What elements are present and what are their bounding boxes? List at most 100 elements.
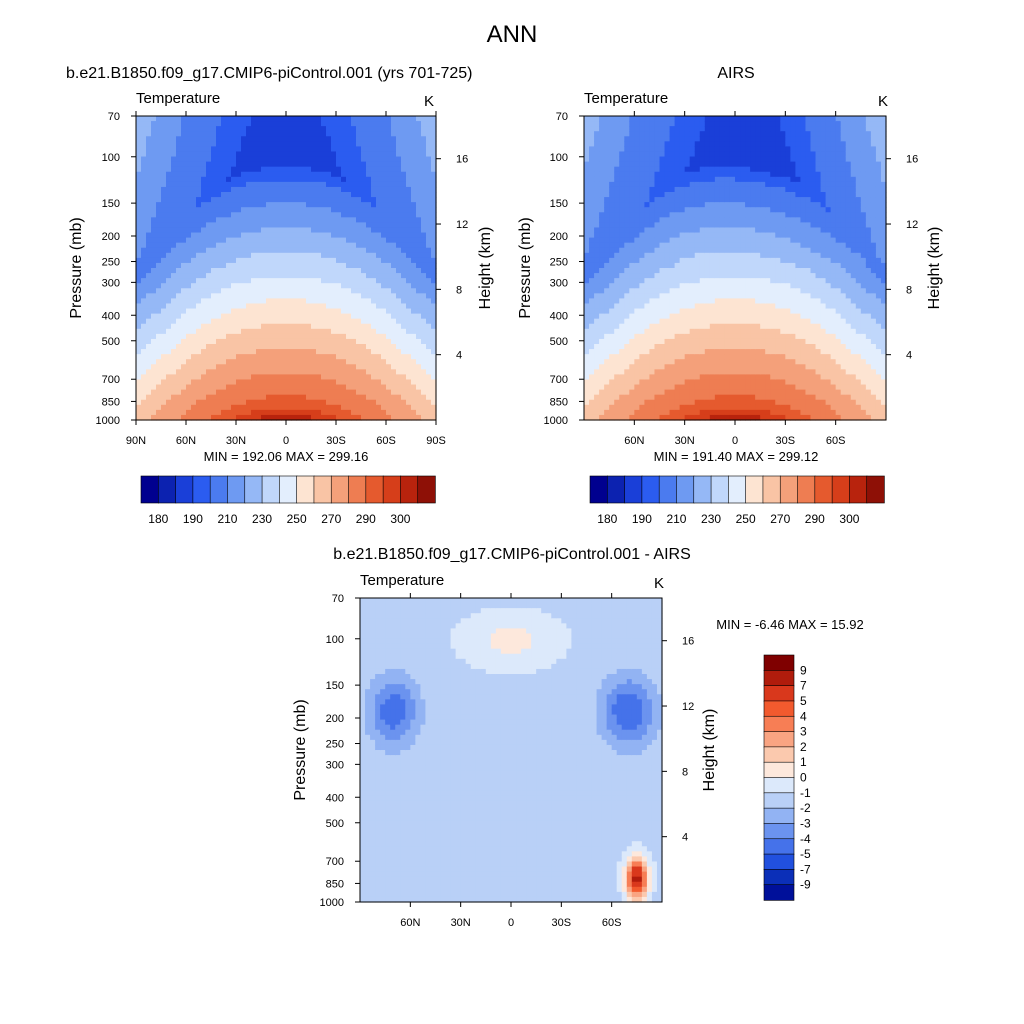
contour-cell: [256, 181, 262, 188]
contour-cell: [609, 121, 615, 127]
contour-cell: [236, 181, 242, 188]
colorbar-label: 180: [148, 512, 168, 526]
contour-cell: [679, 283, 686, 289]
contour-cell: [261, 354, 267, 360]
contour-cell: [604, 328, 610, 335]
contour-cell: [256, 252, 262, 259]
contour-cell: [689, 166, 696, 173]
contour-cell: [326, 374, 332, 381]
contour-cell: [191, 116, 197, 122]
contour-cell: [216, 237, 222, 244]
contour-cell: [431, 374, 437, 381]
contour-cell: [674, 121, 681, 127]
contour-cell: [281, 141, 287, 147]
contour-cell: [301, 379, 307, 386]
contour-cell: [286, 293, 292, 299]
contour-cell: [346, 217, 352, 223]
contour-cell: [176, 212, 182, 218]
contour-cell: [371, 379, 377, 386]
contour-cell: [226, 328, 232, 335]
contour-cell: [151, 207, 157, 213]
contour-cell: [639, 389, 645, 396]
contour-cell: [311, 136, 317, 142]
contour-cell: [151, 262, 157, 269]
contour-cell: [176, 262, 182, 269]
contour-cell: [241, 303, 247, 310]
contour-cell: [331, 197, 337, 203]
contour-cell: [276, 126, 282, 132]
contour-cell: [231, 242, 237, 249]
contour-cell: [624, 222, 630, 229]
contour-cell: [141, 151, 147, 158]
contour-cell: [411, 409, 417, 416]
contour-cell: [226, 293, 232, 299]
contour-cell: [689, 146, 696, 153]
contour-cell: [396, 121, 402, 127]
contour-cell: [256, 338, 262, 345]
contour-cell: [161, 126, 167, 132]
contour-cell: [171, 222, 177, 229]
contour-cell: [629, 202, 635, 208]
contour-cell: [206, 318, 212, 325]
contour-cell: [276, 369, 282, 375]
contour-cell: [361, 171, 367, 178]
contour-cell: [386, 384, 392, 391]
contour-cell: [366, 354, 372, 360]
contour-cell: [256, 394, 262, 401]
contour-cell: [679, 278, 686, 284]
contour-cell: [431, 298, 437, 305]
contour-cell: [311, 181, 317, 188]
contour-cell: [366, 364, 372, 370]
contour-cell: [341, 394, 347, 401]
contour-cell: [311, 121, 317, 127]
contour-cell: [629, 176, 635, 183]
contour-cell: [674, 384, 681, 391]
contour-cell: [669, 349, 676, 355]
contour-cell: [286, 359, 292, 365]
contour-cell: [584, 202, 590, 208]
contour-cell: [286, 237, 292, 244]
contour-cell: [401, 161, 407, 168]
contour-cell: [281, 247, 287, 254]
contour-cell: [186, 288, 192, 294]
contour-cell: [241, 379, 247, 386]
contour-cell: [396, 333, 402, 340]
contour-cell: [684, 359, 691, 365]
contour-cell: [669, 379, 676, 386]
contour-cell: [316, 136, 322, 142]
contour-cell: [156, 283, 162, 289]
contour-cell: [594, 333, 600, 340]
contour-cell: [311, 338, 317, 345]
contour-cell: [401, 181, 407, 188]
contour-cell: [604, 283, 610, 289]
contour-cell: [649, 146, 656, 153]
contour-cell: [386, 404, 392, 411]
contour-cell: [356, 262, 362, 269]
contour-cell: [411, 303, 417, 310]
contour-cell: [256, 131, 262, 137]
contour-cell: [644, 394, 651, 401]
contour-cell: [291, 217, 297, 223]
contour-cell: [311, 268, 317, 274]
contour-cell: [341, 268, 347, 274]
contour-cell: [614, 384, 620, 391]
contour-cell: [619, 268, 625, 274]
contour-cell: [211, 354, 217, 360]
contour-cell: [416, 323, 422, 330]
contour-cell: [216, 227, 222, 234]
contour-cell: [196, 283, 202, 289]
contour-cell: [336, 399, 342, 406]
contour-cell: [376, 354, 382, 360]
contour-cell: [629, 237, 635, 244]
contour-cell: [356, 333, 362, 340]
contour-cell: [236, 242, 242, 249]
contour-cell: [296, 268, 302, 274]
contour-cell: [599, 364, 605, 370]
contour-cell: [301, 354, 307, 360]
contour-cell: [589, 136, 595, 142]
contour-cell: [391, 328, 397, 335]
contour-cell: [256, 384, 262, 391]
contour-cell: [326, 288, 332, 294]
contour-cell: [609, 212, 615, 218]
contour-cell: [236, 404, 242, 411]
